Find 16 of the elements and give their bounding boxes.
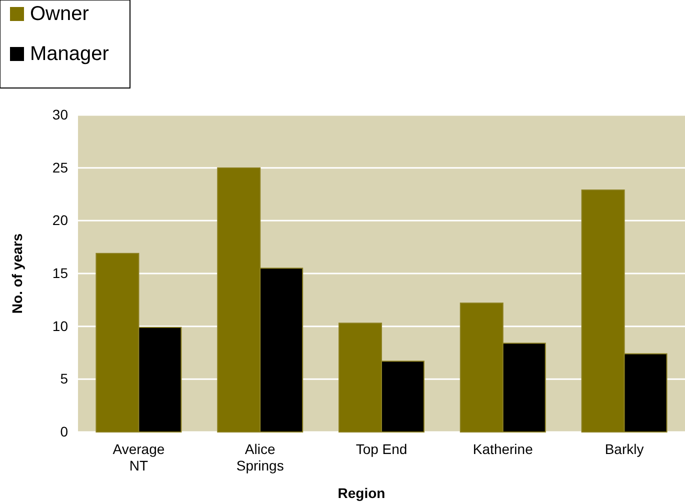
y-tick-label: 25: [52, 159, 68, 176]
y-tick-label: 10: [52, 318, 68, 334]
legend-label: Manager: [30, 43, 110, 65]
y-tick-label: 15: [52, 264, 68, 281]
x-tick-label: Alice Springs: [236, 440, 284, 474]
x-tick-label: Barkly: [604, 440, 644, 457]
y-tick-label: 5: [60, 370, 68, 387]
legend-label: Owner: [30, 3, 90, 25]
x-tick-label: Average NT: [112, 440, 165, 474]
y-tick-label: 20: [52, 212, 68, 228]
y-axis-title: No. of years: [9, 233, 25, 314]
y-tick-label: 0: [60, 423, 68, 440]
y-tick-label: 30: [52, 106, 68, 122]
x-tick-label: Katherine: [472, 440, 534, 457]
x-tick-label: Top End: [356, 440, 408, 457]
x-axis-title: Region: [338, 485, 386, 501]
